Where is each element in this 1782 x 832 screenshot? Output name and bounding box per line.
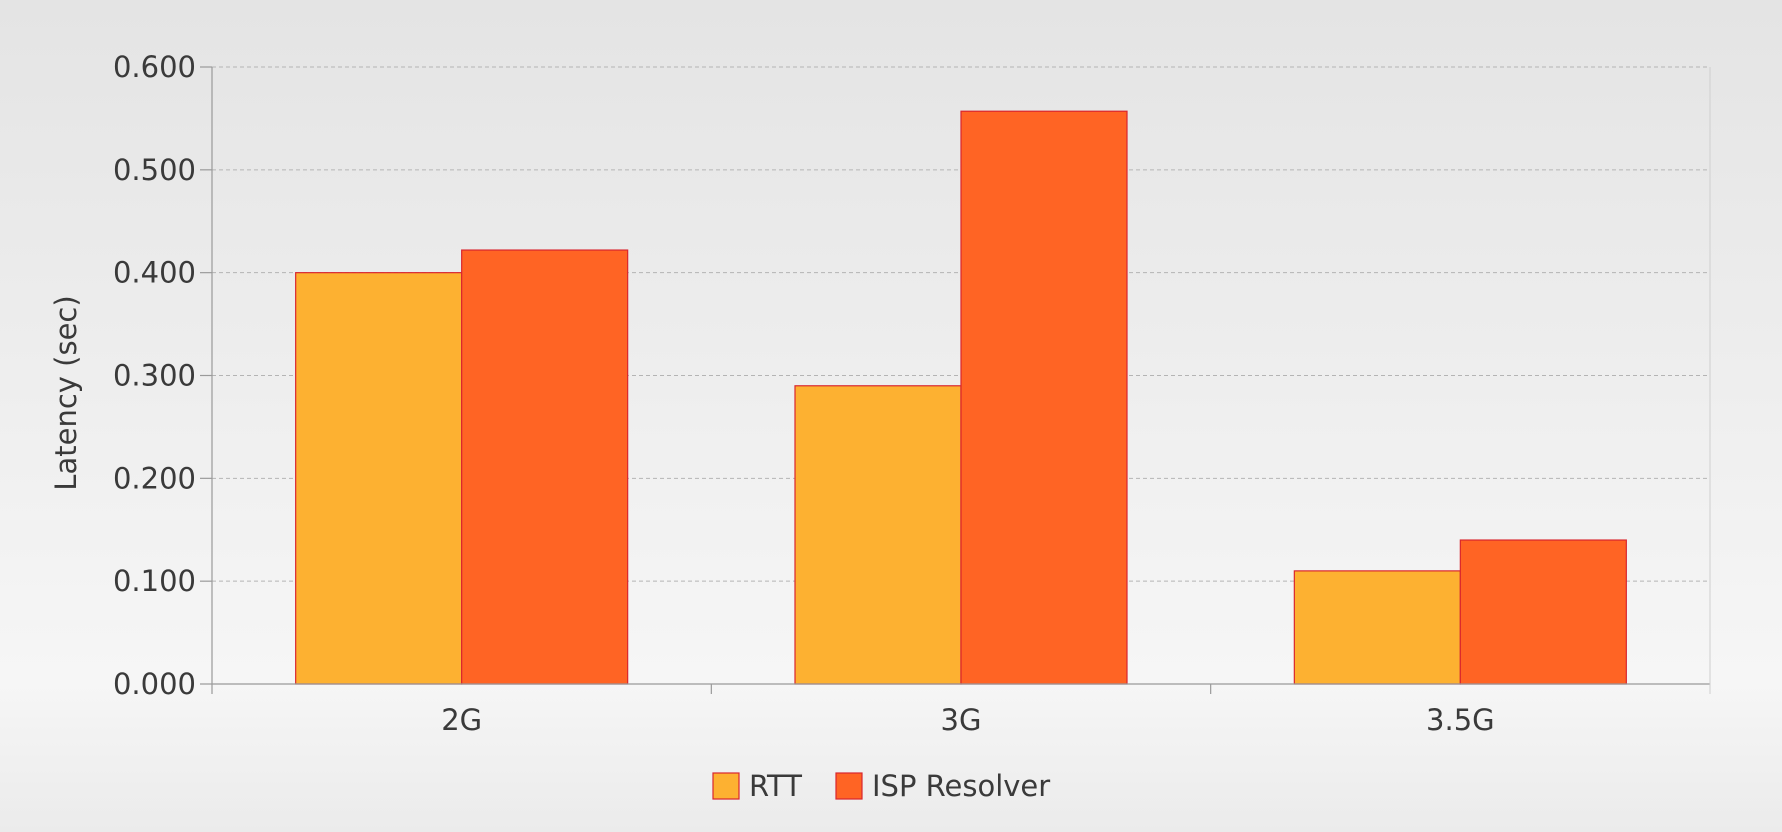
axes [211,67,1711,694]
x-category-labels: 2G 3G 3.5G [441,684,1495,737]
legend-swatch [712,772,740,800]
legend-label: ISP Resolver [872,769,1050,803]
bar-isp-resolver [1459,539,1627,685]
bar-isp-resolver [461,249,629,685]
y-tick-label: 0.300 [113,359,196,393]
y-tick-label: 0.100 [113,564,196,598]
bar-isp-resolver [960,110,1128,685]
y-axis-title: Latency (sec) [49,295,83,490]
x-category-label: 3.5G [1426,703,1495,737]
legend-swatch [835,772,863,800]
bars [295,110,1627,685]
y-ticks: 0.000 0.100 0.200 0.300 0.400 0.500 0.600 [113,50,212,701]
legend-label: RTT [749,769,802,803]
y-tick-label: 0.400 [113,256,196,290]
bar-rtt [1293,570,1461,685]
x-category-label: 3G [941,703,982,737]
legend: RTT ISP Resolver [712,769,1050,803]
y-tick-label: 0.000 [113,667,196,701]
y-tick-label: 0.500 [113,153,196,187]
y-tick-label: 0.200 [113,461,196,495]
bar-rtt [295,272,463,685]
bar-rtt [794,385,962,685]
y-tick-label: 0.600 [113,50,196,84]
x-category-label: 2G [441,703,482,737]
